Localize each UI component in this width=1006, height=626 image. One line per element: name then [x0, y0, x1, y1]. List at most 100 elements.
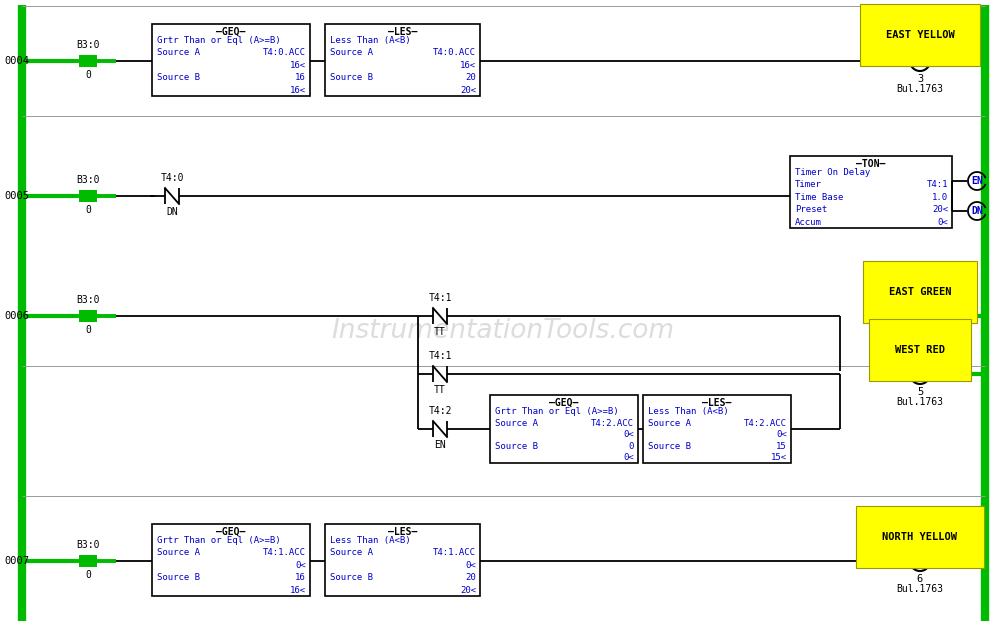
Text: 20<: 20<: [460, 86, 476, 95]
Text: EN: EN: [435, 440, 446, 450]
Text: T4:1: T4:1: [429, 351, 452, 361]
Text: Source B: Source B: [330, 73, 373, 82]
Text: 0: 0: [86, 70, 91, 80]
Text: Bul.1763: Bul.1763: [896, 397, 944, 407]
Bar: [152, 24, 310, 96]
Text: 3: 3: [916, 74, 924, 84]
Text: Accum: Accum: [795, 218, 822, 227]
Text: 0004: 0004: [4, 56, 29, 66]
Text: Less Than (A<B): Less Than (A<B): [330, 536, 410, 545]
Bar: [325, 24, 480, 96]
Text: —LES—: —LES—: [387, 27, 417, 37]
Text: InstrumentationTools.com: InstrumentationTools.com: [331, 318, 675, 344]
Text: Source A: Source A: [157, 548, 200, 557]
Text: Grtr Than or Eql (A>=B): Grtr Than or Eql (A>=B): [157, 36, 281, 45]
Text: 0006: 0006: [4, 311, 29, 321]
Text: Source A: Source A: [495, 419, 538, 428]
Text: —GEQ—: —GEQ—: [549, 398, 578, 408]
Text: NORTH YELLOW: NORTH YELLOW: [882, 532, 958, 542]
Text: O:0: O:0: [911, 298, 929, 308]
Text: 20<: 20<: [460, 585, 476, 595]
Text: Less Than (A<B): Less Than (A<B): [330, 36, 410, 45]
Text: T4:2.ACC: T4:2.ACC: [744, 419, 787, 428]
Text: 0<: 0<: [465, 561, 476, 570]
Text: Source A: Source A: [330, 548, 373, 557]
Text: Source B: Source B: [648, 442, 691, 451]
Text: 4: 4: [916, 329, 924, 339]
Text: T4:2: T4:2: [429, 406, 452, 416]
Text: Time Base: Time Base: [795, 193, 843, 202]
Text: —LES—: —LES—: [702, 398, 731, 408]
Text: T4:1.ACC: T4:1.ACC: [263, 548, 306, 557]
Bar: [79, 55, 97, 67]
Text: Source A: Source A: [330, 48, 373, 58]
Bar: [79, 190, 97, 202]
Text: DN: DN: [166, 207, 178, 217]
Text: T4:0: T4:0: [160, 173, 184, 183]
Text: Source B: Source B: [330, 573, 373, 582]
Bar: [790, 156, 952, 228]
Bar: [152, 524, 310, 596]
Text: Timer On Delay: Timer On Delay: [795, 168, 870, 177]
Text: B3:0: B3:0: [76, 40, 100, 50]
Text: TT: TT: [435, 327, 446, 337]
Text: WEST RED: WEST RED: [895, 345, 945, 355]
Text: DN: DN: [971, 206, 983, 216]
Text: —GEQ—: —GEQ—: [216, 27, 245, 37]
Text: 16<: 16<: [290, 61, 306, 70]
Text: T4:1: T4:1: [927, 180, 948, 190]
Text: Source B: Source B: [157, 573, 200, 582]
Text: 1.0: 1.0: [932, 193, 948, 202]
Text: 16: 16: [295, 73, 306, 82]
Text: O:0: O:0: [911, 41, 929, 51]
Bar: [79, 555, 97, 567]
Text: 0005: 0005: [4, 191, 29, 201]
Text: O:0: O:0: [911, 356, 929, 366]
Text: B3:0: B3:0: [76, 175, 100, 185]
Bar: [79, 310, 97, 322]
Text: 15<: 15<: [771, 453, 787, 463]
Text: 16<: 16<: [290, 86, 306, 95]
Text: Source A: Source A: [157, 48, 200, 58]
Text: Timer: Timer: [795, 180, 822, 190]
Text: T4:0.ACC: T4:0.ACC: [263, 48, 306, 58]
Text: 16<: 16<: [460, 61, 476, 70]
Text: Preset: Preset: [795, 205, 827, 214]
Text: 0<: 0<: [295, 561, 306, 570]
Text: O:0: O:0: [911, 543, 929, 553]
Text: T4:0.ACC: T4:0.ACC: [433, 48, 476, 58]
Text: 20: 20: [465, 73, 476, 82]
Text: TT: TT: [435, 385, 446, 395]
Text: —LES—: —LES—: [387, 527, 417, 537]
Text: 20: 20: [465, 573, 476, 582]
Text: 16: 16: [295, 573, 306, 582]
Text: Source A: Source A: [648, 419, 691, 428]
Text: EAST GREEN: EAST GREEN: [888, 287, 952, 297]
Text: 0: 0: [86, 570, 91, 580]
Text: EN: EN: [971, 176, 983, 186]
Text: 0: 0: [629, 442, 634, 451]
Text: Grtr Than or Eql (A>=B): Grtr Than or Eql (A>=B): [157, 536, 281, 545]
Text: 0<: 0<: [777, 430, 787, 439]
Text: 15: 15: [777, 442, 787, 451]
Text: Bul.1763: Bul.1763: [896, 584, 944, 594]
Text: 0<: 0<: [624, 453, 634, 463]
Text: Bul.1763: Bul.1763: [896, 84, 944, 94]
Bar: [643, 395, 791, 463]
Text: —GEQ—: —GEQ—: [216, 527, 245, 537]
Text: 0<: 0<: [938, 218, 948, 227]
Text: 0007: 0007: [4, 556, 29, 566]
Bar: [325, 524, 480, 596]
Text: Source B: Source B: [157, 73, 200, 82]
Text: Bul.1763: Bul.1763: [896, 339, 944, 349]
Text: B3:0: B3:0: [76, 295, 100, 305]
Text: 16<: 16<: [290, 585, 306, 595]
Text: Less Than (A<B): Less Than (A<B): [648, 407, 728, 416]
Text: 20<: 20<: [932, 205, 948, 214]
Text: 0<: 0<: [624, 430, 634, 439]
Text: T4:1: T4:1: [429, 293, 452, 303]
Bar: [490, 395, 638, 463]
Text: Source B: Source B: [495, 442, 538, 451]
Text: EAST YELLOW: EAST YELLOW: [885, 30, 955, 40]
Text: T4:1.ACC: T4:1.ACC: [433, 548, 476, 557]
